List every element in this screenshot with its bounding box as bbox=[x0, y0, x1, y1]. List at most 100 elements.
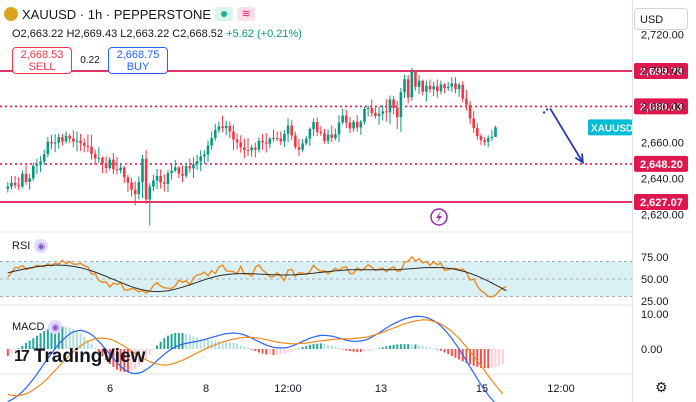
candle-body[interactable] bbox=[141, 158, 144, 183]
candle-body[interactable] bbox=[68, 135, 71, 139]
candle-body[interactable] bbox=[166, 173, 170, 184]
candle-body[interactable] bbox=[188, 166, 192, 169]
candle-body[interactable] bbox=[122, 167, 126, 178]
candle-body[interactable] bbox=[494, 127, 497, 137]
candle-body[interactable] bbox=[86, 145, 90, 147]
candle-body[interactable] bbox=[159, 176, 162, 183]
candle-body[interactable] bbox=[108, 159, 112, 169]
candle-body[interactable] bbox=[366, 108, 370, 110]
candle-body[interactable] bbox=[13, 182, 17, 186]
candle-body[interactable] bbox=[341, 115, 344, 123]
candle-body[interactable] bbox=[315, 121, 319, 132]
candle-body[interactable] bbox=[377, 113, 381, 117]
candle-body[interactable] bbox=[82, 143, 86, 146]
candle-body[interactable] bbox=[79, 140, 82, 144]
candle-body[interactable] bbox=[283, 133, 286, 142]
candle-body[interactable] bbox=[483, 140, 486, 142]
candle-body[interactable] bbox=[301, 143, 304, 150]
candle-body[interactable] bbox=[330, 134, 334, 138]
candle-body[interactable] bbox=[97, 157, 101, 159]
candle-body[interactable] bbox=[148, 186, 152, 200]
candle-body[interactable] bbox=[319, 131, 323, 134]
candle-body[interactable] bbox=[479, 136, 483, 141]
candle-body[interactable] bbox=[213, 130, 217, 138]
candle-body[interactable] bbox=[257, 140, 261, 150]
candle-body[interactable] bbox=[195, 161, 199, 165]
candle-body[interactable] bbox=[35, 164, 39, 166]
candle-body[interactable] bbox=[61, 137, 64, 142]
candle-body[interactable] bbox=[10, 182, 13, 187]
candle-body[interactable] bbox=[246, 150, 250, 152]
candle-body[interactable] bbox=[454, 83, 457, 90]
candle-body[interactable] bbox=[57, 137, 61, 143]
sell-button[interactable]: 2,668.53 SELL bbox=[12, 47, 72, 74]
candle-body[interactable] bbox=[406, 79, 410, 98]
forecast-arrow-head[interactable] bbox=[574, 153, 584, 165]
candle-body[interactable] bbox=[428, 85, 432, 90]
candle-body[interactable] bbox=[46, 141, 50, 155]
candle-body[interactable] bbox=[210, 137, 213, 146]
forecast-arrow-handle[interactable] bbox=[545, 108, 549, 111]
candle-body[interactable] bbox=[261, 140, 264, 143]
candle-body[interactable] bbox=[290, 125, 294, 136]
candle-body[interactable] bbox=[334, 134, 337, 138]
candle-body[interactable] bbox=[417, 80, 421, 87]
candle-body[interactable] bbox=[461, 84, 465, 99]
buy-button[interactable]: 2,668.75 BUY bbox=[108, 47, 168, 74]
candlestick-series[interactable] bbox=[6, 68, 497, 226]
candle-body[interactable] bbox=[395, 108, 399, 118]
candle-body[interactable] bbox=[39, 161, 42, 165]
candle-body[interactable] bbox=[297, 147, 301, 150]
candle-body[interactable] bbox=[385, 111, 388, 113]
candle-body[interactable] bbox=[203, 154, 206, 157]
candle-body[interactable] bbox=[177, 167, 181, 174]
candle-body[interactable] bbox=[388, 99, 392, 113]
market-open-dot-icon[interactable] bbox=[215, 7, 234, 21]
candle-body[interactable] bbox=[228, 125, 232, 132]
forecast-arrow-handle[interactable] bbox=[542, 111, 546, 114]
candle-body[interactable] bbox=[476, 128, 479, 137]
candle-body[interactable] bbox=[435, 86, 439, 92]
candle-body[interactable] bbox=[130, 182, 133, 190]
candle-body[interactable] bbox=[184, 166, 188, 176]
tradingview-logo[interactable]: 17 TradingView bbox=[14, 346, 145, 368]
candle-body[interactable] bbox=[439, 84, 443, 92]
candle-body[interactable] bbox=[450, 83, 454, 87]
currency-select[interactable]: USD bbox=[634, 8, 688, 30]
candle-body[interactable] bbox=[6, 186, 10, 189]
candle-body[interactable] bbox=[275, 137, 279, 139]
candle-body[interactable] bbox=[152, 180, 155, 187]
candle-body[interactable] bbox=[254, 147, 257, 150]
candle-body[interactable] bbox=[272, 137, 275, 139]
candle-body[interactable] bbox=[308, 128, 312, 139]
candle-body[interactable] bbox=[490, 136, 494, 139]
candle-body[interactable] bbox=[381, 111, 384, 114]
candle-body[interactable] bbox=[348, 122, 352, 129]
candle-body[interactable] bbox=[173, 167, 177, 171]
eye-icon[interactable]: ◉ bbox=[48, 320, 63, 334]
candle-body[interactable] bbox=[374, 112, 377, 117]
lightning-icon[interactable] bbox=[430, 208, 448, 226]
candle-body[interactable] bbox=[403, 79, 406, 93]
candle-body[interactable] bbox=[355, 121, 359, 128]
candle-body[interactable] bbox=[414, 71, 417, 87]
candle-body[interactable] bbox=[304, 138, 308, 144]
candle-body[interactable] bbox=[64, 135, 68, 142]
candle-body[interactable] bbox=[31, 165, 35, 179]
candle-body[interactable] bbox=[235, 139, 239, 143]
candle-body[interactable] bbox=[268, 138, 272, 144]
candle-body[interactable] bbox=[323, 133, 326, 141]
candle-body[interactable] bbox=[221, 126, 224, 129]
candle-body[interactable] bbox=[279, 138, 283, 142]
macd-legend[interactable]: MACD ◉ bbox=[12, 320, 63, 334]
candle-body[interactable] bbox=[17, 185, 21, 187]
candle-body[interactable] bbox=[72, 138, 75, 142]
forecast-arrow-shaft[interactable] bbox=[549, 107, 584, 163]
candle-body[interactable] bbox=[224, 125, 228, 129]
symbol-title[interactable]: XAUUSD · 1h · PEPPERSTONE bbox=[22, 6, 212, 22]
candle-body[interactable] bbox=[112, 159, 115, 170]
candle-body[interactable] bbox=[50, 141, 53, 144]
candle-body[interactable] bbox=[294, 135, 297, 148]
candle-body[interactable] bbox=[181, 173, 184, 176]
candle-body[interactable] bbox=[155, 176, 159, 181]
